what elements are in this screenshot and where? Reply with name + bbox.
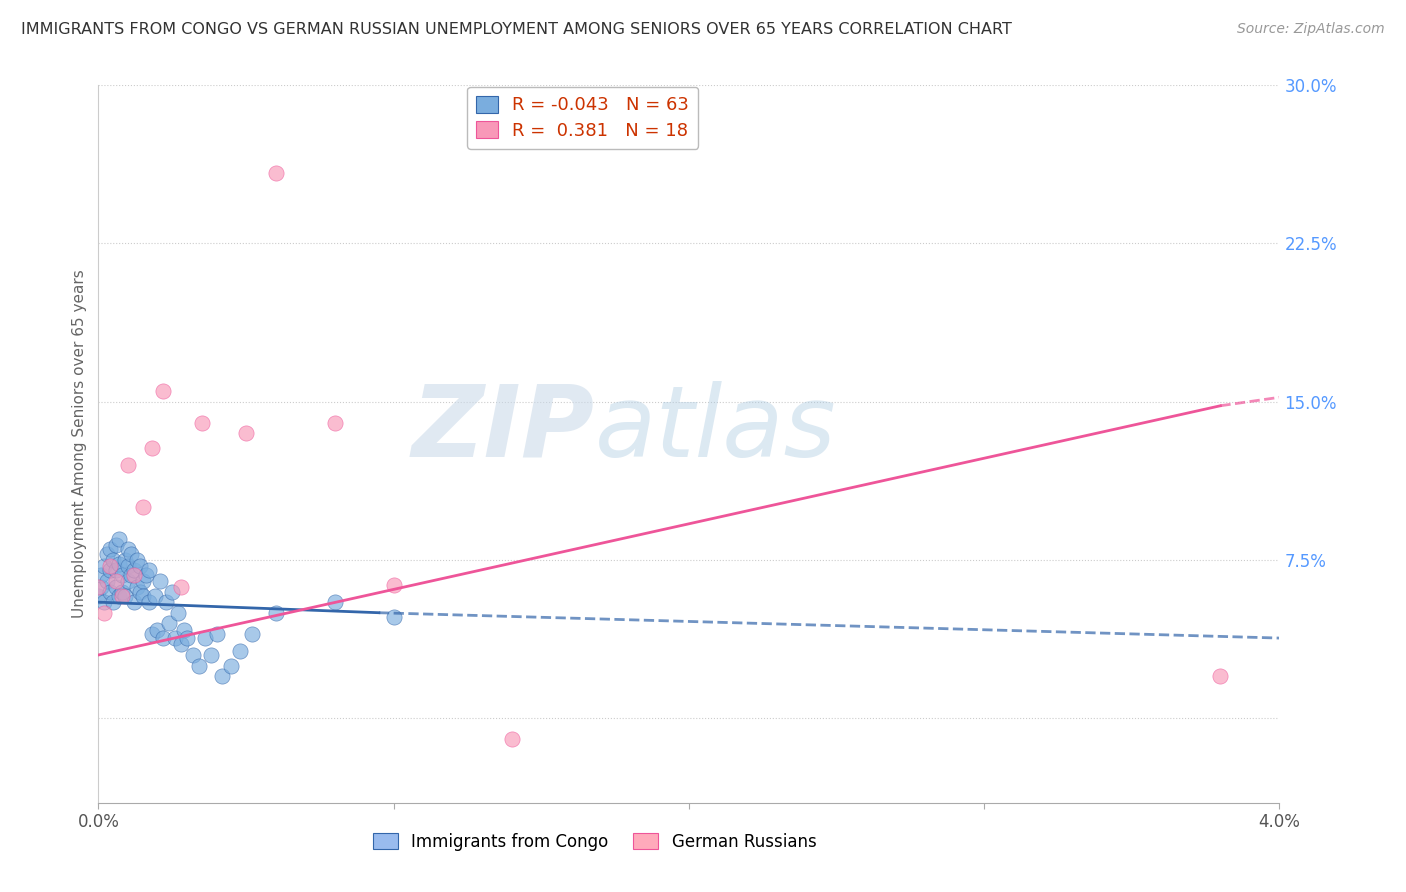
Point — [141, 627, 163, 641]
Point — [93, 595, 115, 609]
Point — [98, 559, 121, 574]
Point — [165, 631, 187, 645]
Point — [103, 595, 125, 609]
Point — [157, 616, 180, 631]
Text: IMMIGRANTS FROM CONGO VS GERMAN RUSSIAN UNEMPLOYMENT AMONG SENIORS OVER 65 YEARS: IMMIGRANTS FROM CONGO VS GERMAN RUSSIAN … — [21, 22, 1012, 37]
Point — [111, 589, 134, 603]
Point — [87, 589, 110, 603]
Point — [138, 564, 160, 578]
Point — [323, 416, 346, 430]
Text: ZIP: ZIP — [412, 381, 595, 478]
Y-axis label: Unemployment Among Seniors over 65 years: Unemployment Among Seniors over 65 years — [72, 269, 87, 618]
Point — [205, 627, 228, 641]
Point — [122, 595, 145, 609]
Point — [105, 580, 128, 594]
Point — [162, 584, 183, 599]
Point — [122, 564, 145, 578]
Point — [132, 574, 155, 588]
Legend: Immigrants from Congo, German Russians: Immigrants from Congo, German Russians — [364, 824, 825, 859]
Point — [323, 595, 346, 609]
Point — [128, 584, 150, 599]
Point — [138, 595, 160, 609]
Point — [122, 567, 145, 582]
Point — [90, 580, 112, 594]
Point — [132, 589, 155, 603]
Point — [132, 500, 155, 515]
Point — [111, 584, 134, 599]
Point — [240, 627, 263, 641]
Point — [167, 606, 190, 620]
Point — [152, 631, 174, 645]
Point — [125, 580, 148, 594]
Point — [105, 564, 128, 578]
Text: Source: ZipAtlas.com: Source: ZipAtlas.com — [1237, 22, 1385, 37]
Point — [103, 553, 125, 567]
Point — [146, 623, 169, 637]
Point — [93, 559, 115, 574]
Point — [128, 559, 150, 574]
Point — [108, 557, 131, 571]
Point — [194, 631, 217, 645]
Point — [98, 564, 121, 578]
Point — [149, 574, 172, 588]
Point — [120, 547, 142, 561]
Point — [187, 658, 209, 673]
Point — [117, 458, 139, 472]
Point — [143, 589, 166, 603]
Point — [200, 648, 222, 662]
Point — [229, 644, 252, 658]
Point — [96, 574, 118, 588]
Point — [108, 589, 131, 603]
Point — [501, 732, 523, 747]
Point — [117, 559, 139, 574]
Point — [155, 595, 177, 609]
Point — [111, 567, 134, 582]
Point — [105, 538, 128, 552]
Point — [117, 542, 139, 557]
Point — [170, 637, 193, 651]
Point — [96, 547, 118, 561]
Point — [98, 584, 121, 599]
Text: atlas: atlas — [595, 381, 837, 478]
Point — [117, 574, 139, 588]
Point — [235, 426, 257, 441]
Point — [105, 574, 128, 588]
Point — [176, 631, 198, 645]
Point — [382, 610, 405, 624]
Point — [221, 658, 243, 673]
Point — [211, 669, 233, 683]
Point — [87, 580, 110, 594]
Point — [90, 567, 112, 582]
Point — [382, 578, 405, 592]
Point — [98, 542, 121, 557]
Point — [181, 648, 204, 662]
Point — [135, 567, 157, 582]
Point — [191, 416, 214, 430]
Point — [120, 567, 142, 582]
Point — [108, 532, 131, 546]
Point — [264, 606, 287, 620]
Point — [152, 384, 174, 398]
Point — [93, 606, 115, 620]
Point — [141, 441, 163, 455]
Point — [114, 589, 136, 603]
Point — [114, 553, 136, 567]
Point — [1209, 669, 1232, 683]
Point — [125, 553, 148, 567]
Point — [170, 580, 193, 594]
Point — [264, 166, 287, 180]
Point — [173, 623, 195, 637]
